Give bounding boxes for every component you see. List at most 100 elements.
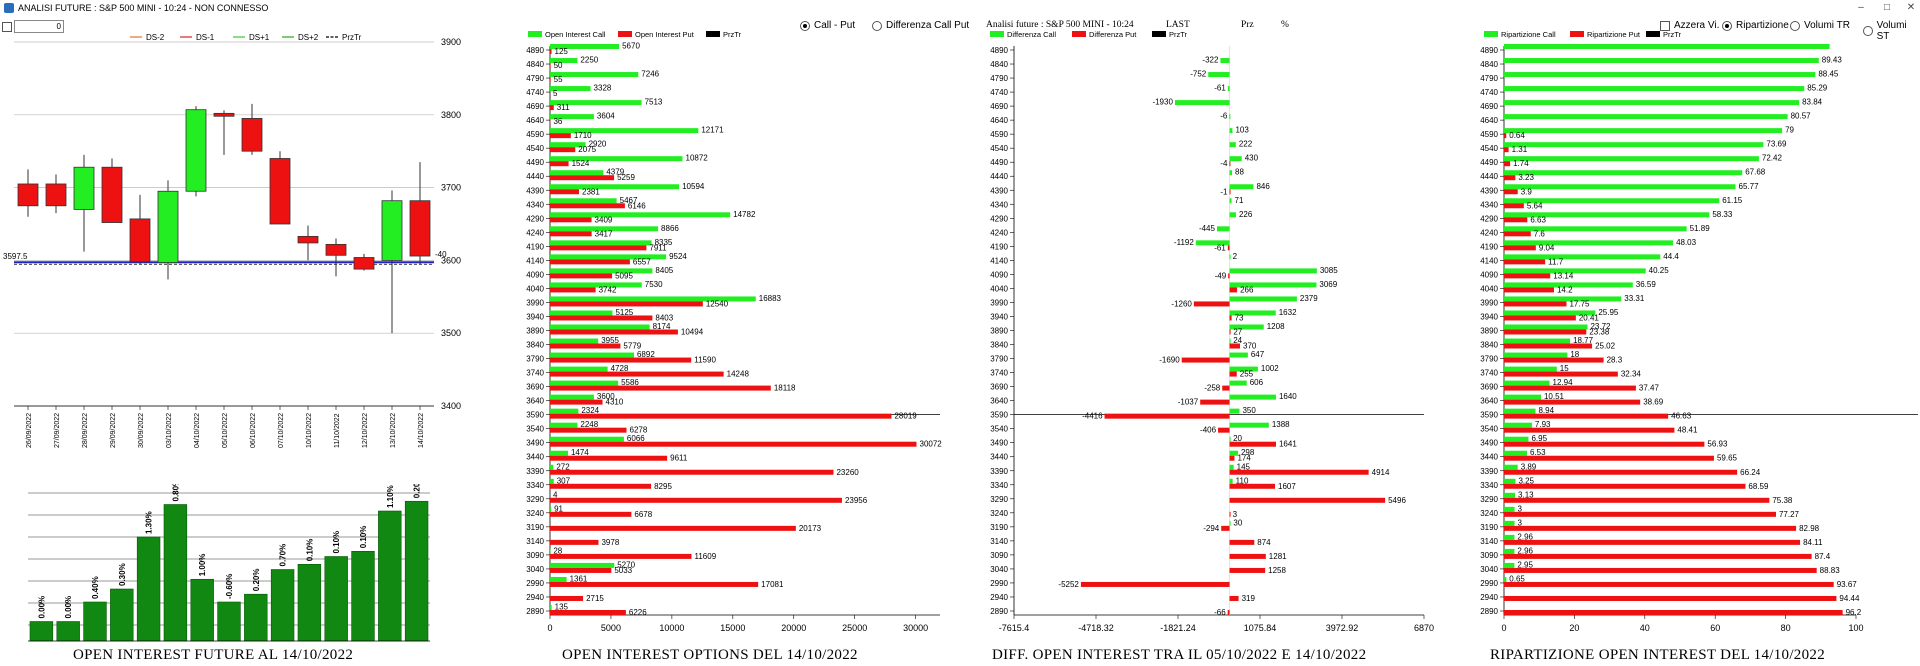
put-diff-label: -5252 xyxy=(1058,580,1079,589)
call-pct-bar xyxy=(1504,562,1515,568)
legend-swatch xyxy=(618,31,632,37)
put-pct-label: 23.38 xyxy=(1589,328,1610,337)
radio-volumi-st[interactable]: Volumi ST xyxy=(1863,20,1920,42)
call-pct-label: 6.95 xyxy=(1531,434,1547,443)
put-diff-label: 370 xyxy=(1243,342,1257,351)
put-pct-label: 9.04 xyxy=(1539,243,1555,252)
put-pct-bar xyxy=(1504,231,1531,237)
minimize-icon[interactable]: – xyxy=(1858,2,1864,13)
date-label: 13/10/2022 xyxy=(390,413,397,448)
radio-diff-call-put[interactable]: Differenza Call Put xyxy=(872,20,969,31)
call-diff-bar xyxy=(1229,478,1233,484)
call-value-label: 5586 xyxy=(621,378,639,387)
number-input[interactable]: 0 xyxy=(14,20,64,33)
call-diff-bar xyxy=(1216,226,1230,232)
call-pct-label: 51.89 xyxy=(1690,224,1711,233)
call-pct-label: 73.69 xyxy=(1766,140,1787,149)
strike-label: 3890 xyxy=(990,327,1008,336)
call-pct-bar xyxy=(1504,184,1736,190)
put-bar xyxy=(550,483,652,489)
call-diff-label: 103 xyxy=(1235,126,1249,135)
checkbox[interactable] xyxy=(2,21,12,32)
call-value-label: 5270 xyxy=(617,560,635,569)
put-bar xyxy=(550,329,678,335)
call-pct-label: 8.94 xyxy=(1538,406,1554,415)
put-value-label: 36 xyxy=(553,117,562,126)
strike-label: 4790 xyxy=(1480,74,1498,83)
call-pct-bar xyxy=(1504,296,1622,302)
put-diff-bar xyxy=(1227,610,1230,615)
window-titlebar: ANALISI FUTURE : S&P 500 MINI - 10:24 - … xyxy=(0,0,1920,16)
call-pct-label: 18.77 xyxy=(1573,336,1594,345)
call-pct-label: 2.96 xyxy=(1517,546,1533,555)
radio-diff-label: Differenza Call Put xyxy=(886,20,970,31)
put-bar xyxy=(550,245,647,251)
put-pct-label: 84.11 xyxy=(1803,538,1823,547)
strike-label: 3640 xyxy=(1480,397,1498,406)
put-bar xyxy=(550,385,771,391)
call-bar xyxy=(550,226,659,232)
put-pct-label: 14.2 xyxy=(1557,285,1573,294)
call-diff-label: 430 xyxy=(1245,154,1259,163)
radio-call-put[interactable]: Call - Put xyxy=(800,20,855,31)
strike-label: 2940 xyxy=(1480,593,1498,602)
candlestick-chart: DS-2 DS-1 DS+1 DS+2 PrzTr 3900 3800 3700 3600 350… xyxy=(3,33,461,448)
put-bar xyxy=(550,441,917,447)
strike-label: 3440 xyxy=(990,453,1008,462)
put-pct-bar xyxy=(1504,399,1641,405)
close-icon[interactable]: ✕ xyxy=(1906,2,1916,13)
call-diff-bar xyxy=(1229,450,1238,456)
call-pct-bar xyxy=(1504,408,1536,414)
put-pct-label: 3.23 xyxy=(1518,173,1534,182)
call-pct-label: 89.43 xyxy=(1822,56,1843,65)
put-diff-bar xyxy=(1229,315,1232,321)
call-diff-label: 1632 xyxy=(1279,308,1297,317)
strike-label: 3190 xyxy=(1480,523,1498,532)
strike-label: 4140 xyxy=(1480,256,1498,265)
call-pct-bar xyxy=(1504,548,1515,554)
call-pct-label: 6.53 xyxy=(1530,448,1546,457)
call-diff-label: 1002 xyxy=(1261,364,1279,373)
call-pct-bar xyxy=(1504,100,1800,106)
strike-label: 3040 xyxy=(526,565,544,574)
call-diff-bar xyxy=(1229,156,1242,162)
call-pct-bar xyxy=(1504,576,1507,582)
call-value-label: 6892 xyxy=(637,350,655,359)
put-value-label: 2715 xyxy=(586,594,604,603)
put-pct-bar xyxy=(1504,287,1554,293)
put-pct-label: 46.63 xyxy=(1671,412,1692,421)
date-label: 28/09/2022 xyxy=(82,413,89,448)
call-pct-label: 48.03 xyxy=(1676,238,1697,247)
call-pct-bar xyxy=(1504,254,1661,260)
radio-ripartizione-icon xyxy=(1722,20,1732,31)
call-value-label: 10594 xyxy=(682,182,705,191)
legend-swatch xyxy=(1646,31,1660,37)
strike-label: 3040 xyxy=(1480,565,1498,574)
call-bar xyxy=(550,380,619,386)
call-pct-bar xyxy=(1504,492,1516,498)
put-pct-bar xyxy=(1504,133,1507,139)
legend-label: Ripartizione Call xyxy=(1501,30,1556,39)
radio-ripartizione[interactable]: Ripartizione xyxy=(1722,20,1789,31)
call-diff-bar xyxy=(1229,352,1248,358)
put-bar xyxy=(550,175,615,181)
future-oi-bar-chart: 0.00% 0.00% 0.40% 0.30% 1.30% 0.80% 1.00% -0.60… xyxy=(28,484,430,642)
strike-label: 3840 xyxy=(990,341,1008,350)
x-tick-label: 25000 xyxy=(842,623,867,633)
call-bar xyxy=(550,464,554,470)
put-value-label: 2075 xyxy=(578,145,596,154)
put-diff-label: 266 xyxy=(1240,285,1254,294)
put-value-label: 55 xyxy=(554,75,563,84)
put-pct-label: 66.24 xyxy=(1740,468,1761,477)
call-bar xyxy=(550,212,731,218)
checkbox-azzera[interactable]: Azzera Vi. xyxy=(1660,20,1719,31)
put-diff-bar xyxy=(1080,581,1230,587)
put-bar xyxy=(550,581,759,587)
strike-label: 4840 xyxy=(526,60,544,69)
app-icon xyxy=(4,3,14,13)
radio-volumi-tr[interactable]: Volumi TR xyxy=(1790,20,1850,31)
maximize-icon[interactable]: □ xyxy=(1883,2,1891,13)
strike-label: 4540 xyxy=(526,144,544,153)
call-diff-label: -1930 xyxy=(1152,98,1173,107)
legend-label: Ripartizione Put xyxy=(1587,30,1641,39)
